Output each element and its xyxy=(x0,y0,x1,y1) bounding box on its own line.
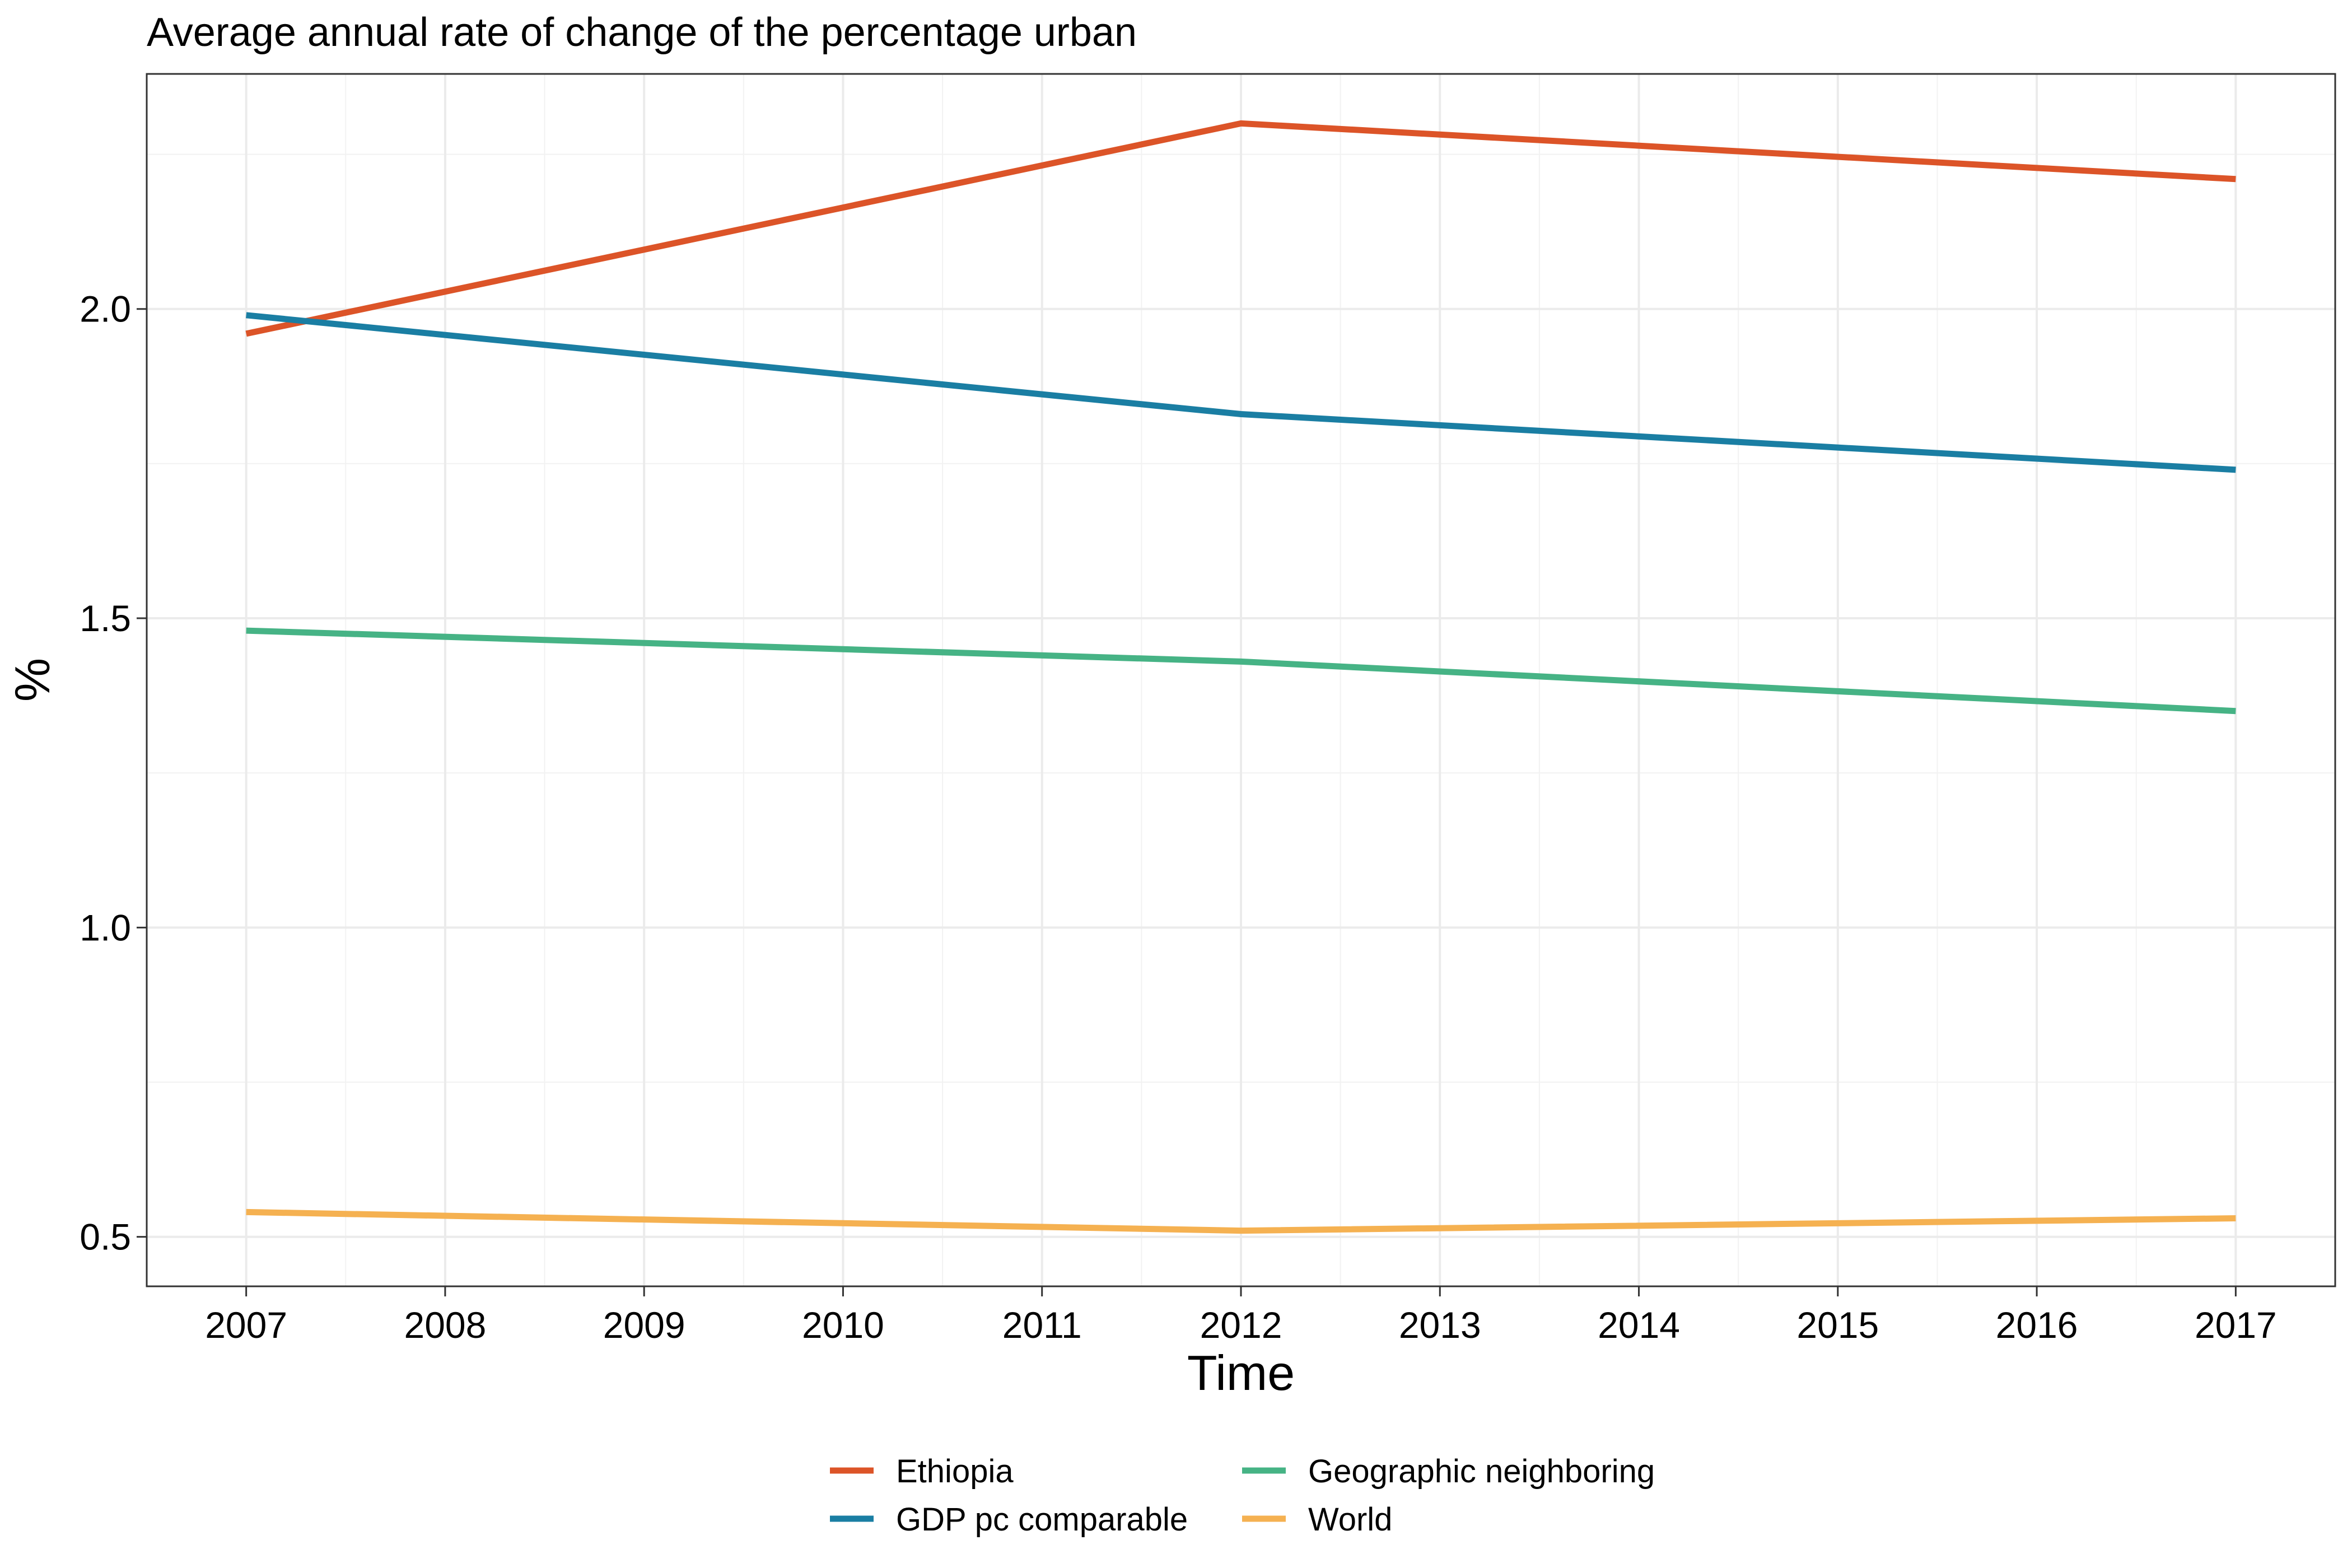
grid-lines xyxy=(147,74,2335,1286)
legend-label: Ethiopia xyxy=(896,1453,1014,1490)
series-line xyxy=(245,120,2236,337)
x-axis: 2007 2008 2009 2010 2011 2012 2013 2014 2015 2016… xyxy=(205,1286,2277,1346)
x-axis-title: Time xyxy=(1187,1345,1295,1401)
legend-label: World xyxy=(1308,1501,1392,1538)
y-tick-label: 1.0 xyxy=(80,907,131,948)
series-line xyxy=(246,1208,2236,1234)
chart-title: Average annual rate of change of the per… xyxy=(147,10,1137,55)
y-tick-label: 0.5 xyxy=(80,1216,131,1258)
y-axis: 0.5 1.0 1.5 2.0 xyxy=(80,288,147,1258)
series-line xyxy=(246,627,2236,715)
x-tick-label: 2016 xyxy=(1996,1304,2078,1346)
y-tick-label: 1.5 xyxy=(80,598,131,639)
x-tick-label: 2012 xyxy=(1200,1304,1282,1346)
legend-label: GDP pc comparable xyxy=(896,1501,1188,1538)
series-line xyxy=(246,312,2236,473)
x-tick-label: 2011 xyxy=(1002,1304,1082,1346)
x-tick-label: 2017 xyxy=(2195,1304,2277,1346)
x-tick-label: 2008 xyxy=(404,1304,486,1346)
y-tick-label: 2.0 xyxy=(80,288,131,330)
series-lines xyxy=(245,120,2236,1234)
x-tick-label: 2013 xyxy=(1399,1304,1481,1346)
y-axis-title: % xyxy=(4,658,60,702)
legend-label: Geographic neighboring xyxy=(1308,1453,1655,1490)
x-tick-label: 2010 xyxy=(802,1304,884,1346)
x-tick-label: 2015 xyxy=(1796,1304,1879,1346)
legend: Ethiopia GDP pc comparable Geographic neig… xyxy=(830,1453,1655,1538)
x-tick-label: 2009 xyxy=(603,1304,685,1346)
x-tick-label: 2014 xyxy=(1598,1304,1680,1346)
x-tick-label: 2007 xyxy=(205,1304,287,1346)
